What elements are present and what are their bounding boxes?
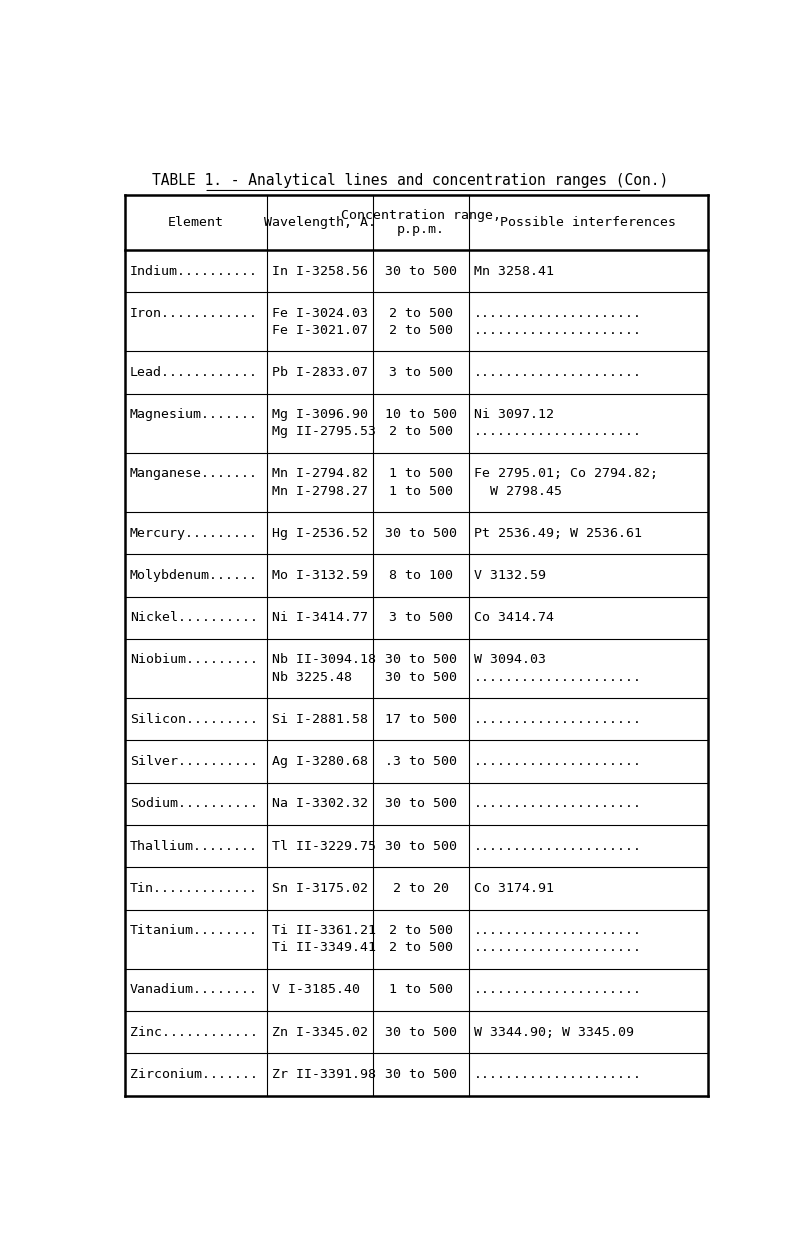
Text: .....................: ..................... bbox=[474, 840, 642, 852]
Text: 30 to 500: 30 to 500 bbox=[385, 840, 457, 852]
Text: .3 to 500: .3 to 500 bbox=[385, 755, 457, 768]
Text: Nickel..........: Nickel.......... bbox=[130, 611, 258, 624]
Text: Concentration range,: Concentration range, bbox=[341, 209, 501, 223]
Text: Fe I-3021.07: Fe I-3021.07 bbox=[272, 323, 368, 337]
Text: TABLE 1. - Analytical lines and concentration ranges (Con.): TABLE 1. - Analytical lines and concentr… bbox=[152, 173, 668, 188]
Text: Mg I-3096.90: Mg I-3096.90 bbox=[272, 408, 368, 422]
Text: .....................: ..................... bbox=[474, 713, 642, 725]
Text: Vanadium........: Vanadium........ bbox=[130, 984, 258, 996]
Text: 1 to 500: 1 to 500 bbox=[389, 984, 453, 996]
Text: 30 to 500: 30 to 500 bbox=[385, 526, 457, 540]
Text: 30 to 500: 30 to 500 bbox=[385, 265, 457, 277]
Text: .....................: ..................... bbox=[474, 984, 642, 996]
Text: 2 to 500: 2 to 500 bbox=[389, 306, 453, 320]
Text: Nb II-3094.18: Nb II-3094.18 bbox=[272, 653, 376, 667]
Text: 2 to 500: 2 to 500 bbox=[389, 924, 453, 937]
Text: Zr II-3391.98: Zr II-3391.98 bbox=[272, 1069, 376, 1081]
Text: 30 to 500: 30 to 500 bbox=[385, 653, 457, 667]
Text: Manganese.......: Manganese....... bbox=[130, 468, 258, 480]
Text: Hg I-2536.52: Hg I-2536.52 bbox=[272, 526, 368, 540]
Text: 2 to 500: 2 to 500 bbox=[389, 323, 453, 337]
Text: In I-3258.56: In I-3258.56 bbox=[272, 265, 368, 277]
Text: Wavelength, A.: Wavelength, A. bbox=[264, 216, 376, 229]
Text: 30 to 500: 30 to 500 bbox=[385, 671, 457, 684]
Text: Silicon.........: Silicon......... bbox=[130, 713, 258, 725]
Text: V 3132.59: V 3132.59 bbox=[474, 569, 546, 582]
Text: 30 to 500: 30 to 500 bbox=[385, 1069, 457, 1081]
Text: Zirconium.......: Zirconium....... bbox=[130, 1069, 258, 1081]
Text: Lead............: Lead............ bbox=[130, 366, 258, 379]
Text: Tin.............: Tin............. bbox=[130, 882, 258, 894]
Text: Mg II-2795.53: Mg II-2795.53 bbox=[272, 425, 376, 438]
Text: .....................: ..................... bbox=[474, 924, 642, 937]
Text: Thallium........: Thallium........ bbox=[130, 840, 258, 852]
Text: 10 to 500: 10 to 500 bbox=[385, 408, 457, 422]
Text: Na I-3302.32: Na I-3302.32 bbox=[272, 797, 368, 810]
Text: 1 to 500: 1 to 500 bbox=[389, 468, 453, 480]
Text: Ni I-3414.77: Ni I-3414.77 bbox=[272, 611, 368, 624]
Text: Element: Element bbox=[168, 216, 224, 229]
Text: Silver..........: Silver.......... bbox=[130, 755, 258, 768]
Text: 2 to 500: 2 to 500 bbox=[389, 942, 453, 954]
Text: .....................: ..................... bbox=[474, 306, 642, 320]
Text: Niobium.........: Niobium......... bbox=[130, 653, 258, 667]
Text: W 2798.45: W 2798.45 bbox=[474, 485, 562, 498]
Text: Ti II-3349.41: Ti II-3349.41 bbox=[272, 942, 376, 954]
Text: 2 to 500: 2 to 500 bbox=[389, 425, 453, 438]
Text: Co 3414.74: Co 3414.74 bbox=[474, 611, 554, 624]
Text: Pb I-2833.07: Pb I-2833.07 bbox=[272, 366, 368, 379]
Text: Mn I-2798.27: Mn I-2798.27 bbox=[272, 485, 368, 498]
Text: 30 to 500: 30 to 500 bbox=[385, 1026, 457, 1039]
Text: Tl II-3229.75: Tl II-3229.75 bbox=[272, 840, 376, 852]
Text: V I-3185.40: V I-3185.40 bbox=[272, 984, 360, 996]
Text: Mo I-3132.59: Mo I-3132.59 bbox=[272, 569, 368, 582]
Text: W 3344.90; W 3345.09: W 3344.90; W 3345.09 bbox=[474, 1026, 634, 1039]
Text: 17 to 500: 17 to 500 bbox=[385, 713, 457, 725]
Text: 2 to 20: 2 to 20 bbox=[393, 882, 449, 894]
Text: Fe I-3024.03: Fe I-3024.03 bbox=[272, 306, 368, 320]
Text: Zn I-3345.02: Zn I-3345.02 bbox=[272, 1026, 368, 1039]
Text: Molybdenum......: Molybdenum...... bbox=[130, 569, 258, 582]
Text: Magnesium.......: Magnesium....... bbox=[130, 408, 258, 422]
Text: W 3094.03: W 3094.03 bbox=[474, 653, 546, 667]
Text: Si I-2881.58: Si I-2881.58 bbox=[272, 713, 368, 725]
Text: .....................: ..................... bbox=[474, 797, 642, 810]
Text: p.p.m.: p.p.m. bbox=[397, 223, 445, 236]
Text: 3 to 500: 3 to 500 bbox=[389, 611, 453, 624]
Text: .....................: ..................... bbox=[474, 755, 642, 768]
Text: Pt 2536.49; W 2536.61: Pt 2536.49; W 2536.61 bbox=[474, 526, 642, 540]
Text: Ti II-3361.21: Ti II-3361.21 bbox=[272, 924, 376, 937]
Text: 8 to 100: 8 to 100 bbox=[389, 569, 453, 582]
Text: .....................: ..................... bbox=[474, 366, 642, 379]
Text: Co 3174.91: Co 3174.91 bbox=[474, 882, 554, 894]
Text: Possible interferences: Possible interferences bbox=[500, 216, 676, 229]
Text: Mn I-2794.82: Mn I-2794.82 bbox=[272, 468, 368, 480]
Text: Sodium..........: Sodium.......... bbox=[130, 797, 258, 810]
Text: Fe 2795.01; Co 2794.82;: Fe 2795.01; Co 2794.82; bbox=[474, 468, 658, 480]
Text: Sn I-3175.02: Sn I-3175.02 bbox=[272, 882, 368, 894]
Text: Titanium........: Titanium........ bbox=[130, 924, 258, 937]
Text: .....................: ..................... bbox=[474, 942, 642, 954]
Text: 1 to 500: 1 to 500 bbox=[389, 485, 453, 498]
Text: .....................: ..................... bbox=[474, 425, 642, 438]
Text: 3 to 500: 3 to 500 bbox=[389, 366, 453, 379]
Text: .....................: ..................... bbox=[474, 323, 642, 337]
Text: .....................: ..................... bbox=[474, 1069, 642, 1081]
Text: Iron............: Iron............ bbox=[130, 306, 258, 320]
Text: Zinc............: Zinc............ bbox=[130, 1026, 258, 1039]
Text: Nb 3225.48: Nb 3225.48 bbox=[272, 671, 352, 684]
Text: Ag I-3280.68: Ag I-3280.68 bbox=[272, 755, 368, 768]
Text: Ni 3097.12: Ni 3097.12 bbox=[474, 408, 554, 422]
Text: Mn 3258.41: Mn 3258.41 bbox=[474, 265, 554, 277]
Text: .....................: ..................... bbox=[474, 671, 642, 684]
Text: Mercury.........: Mercury......... bbox=[130, 526, 258, 540]
Text: Indium..........: Indium.......... bbox=[130, 265, 258, 277]
Text: 30 to 500: 30 to 500 bbox=[385, 797, 457, 810]
